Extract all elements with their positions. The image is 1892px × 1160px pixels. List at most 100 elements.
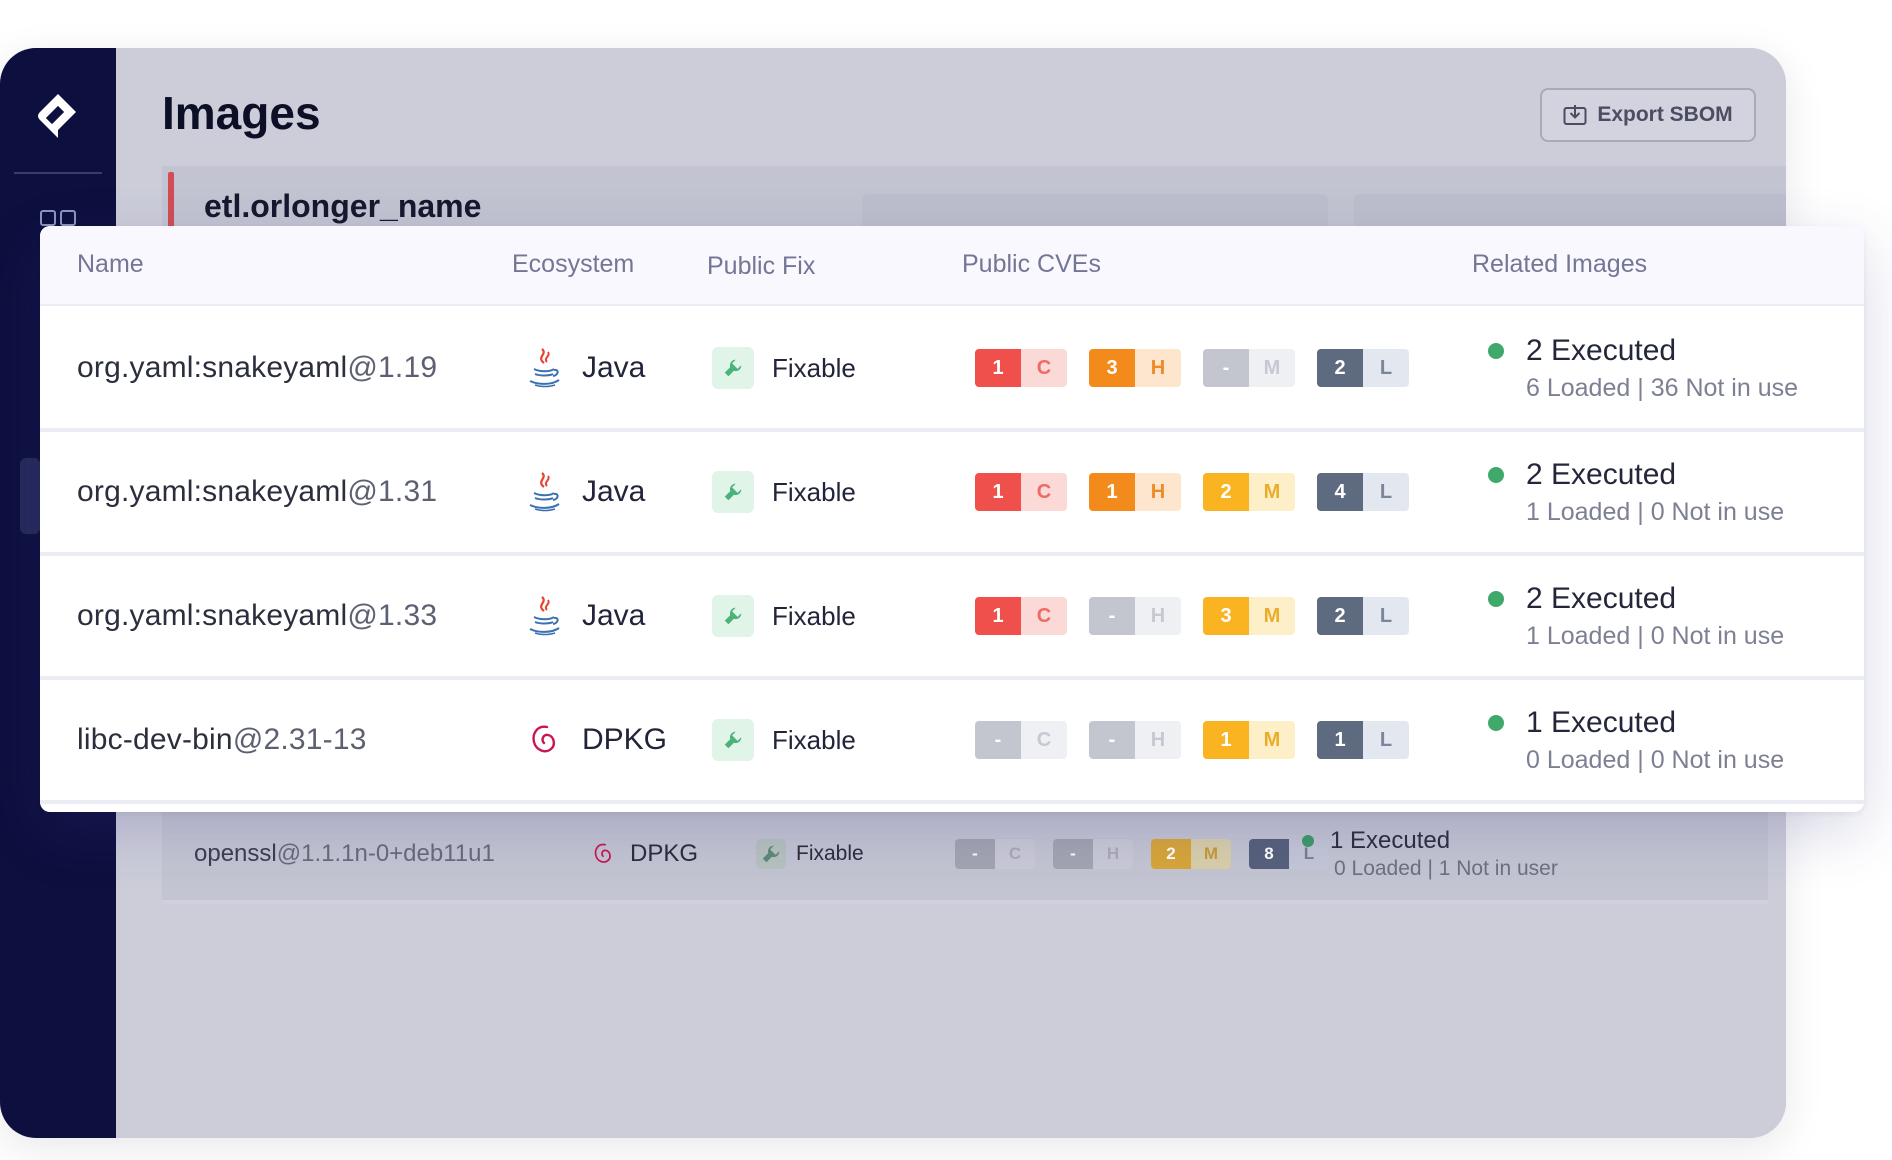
related-images-cell[interactable]: 1 Executed 0 Loaded | 1 Not in user xyxy=(1302,808,1558,900)
table-row[interactable]: org.yaml:snakeyaml @1.33 Java Fixable 1 C… xyxy=(40,556,1864,680)
related-images-cell[interactable]: 2 Executed 1 Loaded | 0 Not in use xyxy=(1488,556,1784,676)
cve-severity-letter: C xyxy=(1021,473,1067,511)
cve-count: 3 xyxy=(1203,597,1249,635)
public-cves-cell: - C - H 2 M 8 L xyxy=(955,808,1329,900)
cve-count: - xyxy=(1089,597,1135,635)
package-version: @1.31 xyxy=(347,475,438,508)
separator: | xyxy=(1637,497,1644,526)
table-row[interactable]: openssl @1.1.1n-0+deb11u1 DPKG Fixable - … xyxy=(162,808,1768,904)
table-row[interactable]: org.yaml:snakeyaml @1.31 Java Fixable 1 C… xyxy=(40,432,1864,556)
loaded-label: 0 Loaded xyxy=(1334,857,1422,880)
cve-count: - xyxy=(1203,349,1249,387)
wrench-icon xyxy=(712,471,754,513)
filter-name[interactable]: etl.orlonger_name xyxy=(204,188,482,224)
public-fix-cell: Fixable xyxy=(712,308,856,428)
cve-severity-letter: M xyxy=(1249,349,1295,387)
cve-count: - xyxy=(955,839,995,869)
cve-count: - xyxy=(975,721,1021,759)
cve-severity-letter: L xyxy=(1363,473,1409,511)
page-title: Images xyxy=(162,87,321,139)
package-name[interactable]: libc-dev-bin @2.31-13 xyxy=(77,680,367,800)
export-sbom-button[interactable]: Export SBOM xyxy=(1540,88,1756,142)
loaded-label: 1 Loaded xyxy=(1526,497,1631,526)
cve-count: - xyxy=(1053,839,1093,869)
sidebar-item-active[interactable] xyxy=(20,458,40,534)
related-images-cell[interactable]: 2 Executed 6 Loaded | 36 Not in use xyxy=(1488,308,1798,428)
debian-swirl-icon xyxy=(594,843,611,863)
cve-badge-c[interactable]: - C xyxy=(955,839,1035,869)
table-row[interactable]: org.yaml:snakeyaml @1.19 Java Fixable 1 C… xyxy=(40,308,1864,432)
package-name[interactable]: org.yaml:snakeyaml @1.31 xyxy=(77,432,437,552)
cve-severity-letter: C xyxy=(1021,721,1067,759)
cve-badge-h[interactable]: - H xyxy=(1089,597,1181,635)
status-dot xyxy=(1488,342,1504,359)
cve-badge-c[interactable]: 1 C xyxy=(975,349,1067,387)
package-name-text: org.yaml:snakeyaml xyxy=(77,351,348,384)
not-in-use-label: 0 Not in use xyxy=(1650,621,1785,650)
cve-badge-m[interactable]: 2 M xyxy=(1151,839,1231,869)
cve-count: 2 xyxy=(1317,349,1363,387)
cve-badge-m[interactable]: 3 M xyxy=(1203,597,1295,635)
executed-label: 1 Executed xyxy=(1526,705,1677,739)
cve-badge-l[interactable]: 2 L xyxy=(1317,349,1409,387)
cve-badge-h[interactable]: 1 H xyxy=(1089,473,1181,511)
cve-badge-h[interactable]: - H xyxy=(1053,839,1133,869)
status-dot xyxy=(1488,590,1504,607)
cve-badge-l[interactable]: 1 L xyxy=(1317,721,1409,759)
package-name[interactable]: org.yaml:snakeyaml@1.33 xyxy=(77,556,437,676)
cve-severity-letter: H xyxy=(1135,473,1181,511)
cve-badge-l[interactable]: 4 L xyxy=(1317,473,1409,511)
usage-summary: 6 Loaded | 36 Not in use xyxy=(1526,374,1798,403)
column-header-ecosystem[interactable]: Ecosystem xyxy=(512,250,635,278)
cve-severity-letter: H xyxy=(1135,721,1181,759)
related-images-cell[interactable]: 2 Executed 1 Loaded | 0 Not in use xyxy=(1488,432,1784,552)
executed-label: 2 Executed xyxy=(1526,457,1677,491)
public-fix-cell: Fixable xyxy=(712,680,856,800)
usage-summary: 1 Loaded | 0 Not in use xyxy=(1526,622,1784,651)
ecosystem-label: Java xyxy=(582,351,646,384)
public-cves-cell: - C - H 1 M 1 L xyxy=(975,680,1409,800)
column-header-public-cves[interactable]: Public CVEs xyxy=(962,250,1101,278)
wrench-glyph xyxy=(724,731,742,749)
ecosystem-label: Java xyxy=(582,599,646,632)
public-cves-cell: 1 C 1 H 2 M 4 L xyxy=(975,432,1409,552)
column-header-name[interactable]: Name xyxy=(77,250,144,278)
cve-count: 2 xyxy=(1151,839,1191,869)
column-header-public-fix[interactable]: Public Fix xyxy=(707,252,816,280)
cve-badge-m[interactable]: 2 M xyxy=(1203,473,1295,511)
cve-badge-h[interactable]: - H xyxy=(1089,721,1181,759)
table-row[interactable]: libc-dev-bin @2.31-13 DPKG Fixable - C - … xyxy=(40,680,1864,804)
cve-badge-c[interactable]: 1 C xyxy=(975,473,1067,511)
related-images-cell[interactable]: 1 Executed 0 Loaded | 0 Not in use xyxy=(1488,680,1784,800)
wrench-glyph xyxy=(724,483,742,501)
column-header-related-images[interactable]: Related Images xyxy=(1472,250,1648,278)
cve-badge-h[interactable]: 3 H xyxy=(1089,349,1181,387)
ecosystem-cell: Java xyxy=(526,308,645,428)
public-fix-cell: Fixable xyxy=(712,432,856,552)
cve-badge-l[interactable]: 2 L xyxy=(1317,597,1409,635)
ecosystem-cell: Java xyxy=(526,556,645,676)
brand-logo-icon[interactable] xyxy=(34,92,82,140)
package-name[interactable]: openssl @1.1.1n-0+deb11u1 xyxy=(194,808,495,900)
cve-severity-letter: M xyxy=(1249,473,1295,511)
cve-badge-c[interactable]: 1 C xyxy=(975,597,1067,635)
package-name[interactable]: org.yaml:snakeyaml @1.19 xyxy=(77,308,437,428)
sidebar-divider xyxy=(14,172,102,174)
executed-label: 2 Executed xyxy=(1526,581,1677,615)
cve-badge-c[interactable]: - C xyxy=(975,721,1067,759)
not-in-use-label: 1 Not in user xyxy=(1438,857,1558,880)
executed-count: 2 Executed xyxy=(1488,458,1676,492)
package-version: @1.19 xyxy=(347,351,438,384)
cve-severity-letter: H xyxy=(1093,839,1133,869)
grid-icon[interactable] xyxy=(40,210,76,228)
ecosystem-cell: DPKG xyxy=(526,680,667,800)
cve-badge-m[interactable]: 1 M xyxy=(1203,721,1295,759)
cve-badge-m[interactable]: - M xyxy=(1203,349,1295,387)
cve-severity-letter: L xyxy=(1363,597,1409,635)
wrench-glyph xyxy=(762,845,780,863)
package-name-text: org.yaml:snakeyaml xyxy=(77,599,348,632)
ecosystem-label: Java xyxy=(582,475,646,508)
wrench-icon xyxy=(712,719,754,761)
filter-strip: etl.orlonger_name xyxy=(162,166,1786,234)
not-in-use-label: 36 Not in use xyxy=(1650,373,1799,402)
